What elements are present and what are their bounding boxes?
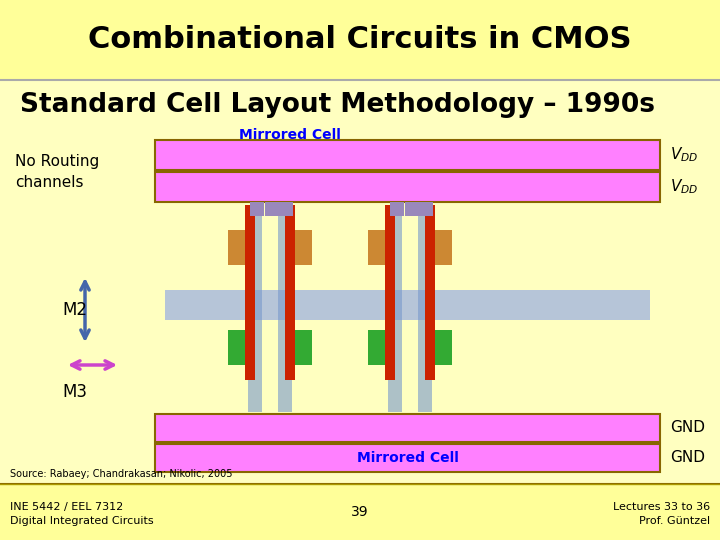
Bar	[250, 202, 264, 216]
Text: M3: M3	[62, 383, 87, 401]
Bar	[419, 202, 433, 216]
Text: Combinational Circuits in CMOS: Combinational Circuits in CMOS	[89, 25, 631, 55]
Bar	[245, 205, 255, 380]
Text: $V_{DD}$: $V_{DD}$	[670, 146, 698, 164]
Text: Standard Cell Layout Methodology – 1990s: Standard Cell Layout Methodology – 1990s	[20, 92, 655, 118]
Bar	[290, 230, 312, 265]
FancyBboxPatch shape	[155, 140, 660, 170]
Bar	[430, 330, 452, 365]
Text: No Routing
channels: No Routing channels	[15, 154, 99, 190]
Bar	[430, 230, 452, 265]
Text: GND: GND	[670, 450, 705, 465]
Bar	[279, 202, 293, 216]
Bar	[228, 330, 250, 365]
Text: 39: 39	[351, 505, 369, 519]
Bar	[285, 205, 295, 380]
Bar	[368, 330, 390, 365]
FancyBboxPatch shape	[0, 0, 720, 80]
Bar	[418, 205, 432, 412]
Bar	[278, 205, 292, 412]
FancyBboxPatch shape	[0, 484, 720, 540]
Text: Mirrored Cell: Mirrored Cell	[239, 128, 341, 142]
Text: Lectures 33 to 36
Prof. Güntzel: Lectures 33 to 36 Prof. Güntzel	[613, 502, 710, 526]
FancyBboxPatch shape	[155, 172, 660, 202]
Bar	[405, 202, 419, 216]
Bar	[368, 230, 390, 265]
Text: Source: Rabaey; Chandrakasan; Nikolic, 2005: Source: Rabaey; Chandrakasan; Nikolic, 2…	[10, 469, 233, 479]
Text: Mirrored Cell: Mirrored Cell	[356, 451, 459, 465]
Bar	[228, 230, 250, 265]
Bar	[385, 205, 395, 380]
Bar	[390, 202, 404, 216]
FancyBboxPatch shape	[155, 444, 660, 472]
Bar	[388, 205, 402, 412]
Text: INE 5442 / EEL 7312
Digital Integrated Circuits: INE 5442 / EEL 7312 Digital Integrated C…	[10, 502, 153, 526]
Bar	[425, 205, 435, 380]
Bar	[290, 330, 312, 365]
FancyBboxPatch shape	[155, 414, 660, 442]
Text: M2: M2	[62, 301, 87, 319]
Bar	[248, 205, 262, 412]
Text: GND: GND	[670, 421, 705, 435]
Bar	[265, 202, 279, 216]
FancyBboxPatch shape	[165, 290, 650, 320]
Text: $V_{DD}$: $V_{DD}$	[670, 178, 698, 197]
